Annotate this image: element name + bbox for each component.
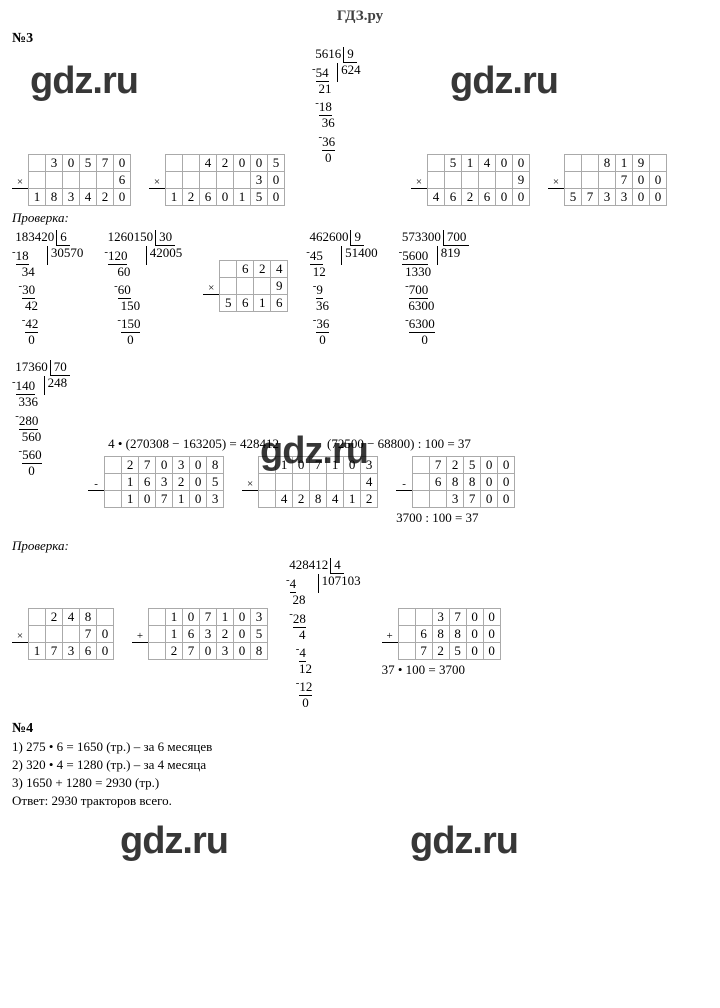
answer-line: Ответ: 2930 тракторов всего. bbox=[12, 793, 708, 809]
watermark: gdz.ru bbox=[120, 820, 228, 863]
expression: (72500 − 68800) : 100 = 37 bbox=[327, 436, 471, 452]
calc-table: -270308163205107103 bbox=[88, 456, 224, 508]
watermark: gdz.ru bbox=[30, 60, 138, 103]
calc-table: ×514009462600 bbox=[411, 154, 530, 206]
long-division: 56169 -54 624 21 -18 36 -36 0 bbox=[312, 47, 708, 166]
long-division: 1736070 -140 248 336 -280 560 -560 0 bbox=[12, 360, 70, 479]
expression: 4 • (270308 − 163205) = 428412 bbox=[108, 436, 279, 452]
long-division: 4626009 -45 51400 12 -9 36 -36 0 bbox=[306, 230, 380, 349]
calc-table: +107103163205270308 bbox=[132, 608, 268, 660]
long-division: 1834206 -18 30570 34 -30 42 -42 0 bbox=[12, 230, 86, 349]
calc-table: ×819700573300 bbox=[548, 154, 667, 206]
calc-table: +37006880072500 bbox=[382, 608, 501, 660]
answer-block: 1) 275 • 6 = 1650 (тр.) – за 6 месяцев 2… bbox=[12, 739, 708, 809]
answer-line: 3) 1650 + 1280 = 2930 (тр.) bbox=[12, 775, 708, 791]
long-division: 126015030 -120 42005 60 -60 150 -150 0 bbox=[104, 230, 185, 349]
expression: 3700 : 100 = 37 bbox=[396, 510, 515, 526]
check-label: Проверка: bbox=[12, 538, 708, 554]
calc-table: -72500688003700 bbox=[396, 456, 515, 508]
answer-line: 1) 275 • 6 = 1650 (тр.) – за 6 месяцев bbox=[12, 739, 708, 755]
calc-table: ×2487017360 bbox=[12, 608, 114, 660]
calc-table: ×42005301260150 bbox=[149, 154, 285, 206]
section-3-title: №3 bbox=[12, 31, 708, 47]
long-division: 573300700 -5600 819 1330 -700 6300 -6300… bbox=[399, 230, 470, 349]
answer-line: 2) 320 • 4 = 1280 (тр.) – за 4 месяца bbox=[12, 757, 708, 773]
check-label: Проверка: bbox=[12, 210, 708, 226]
calc-table: ×305706183420 bbox=[12, 154, 131, 206]
expression: 37 • 100 = 3700 bbox=[382, 662, 501, 678]
watermark: gdz.ru bbox=[410, 820, 518, 863]
long-division: 4284124 -4 107103 28 -28 4 -4 12 -12 0 bbox=[286, 558, 364, 711]
section-4-title: №4 bbox=[12, 721, 708, 737]
calc-table: ×1071034428412 bbox=[242, 456, 378, 508]
calc-table: ×62495616 bbox=[203, 260, 288, 312]
page-header: ГДЗ.ру bbox=[12, 8, 708, 25]
